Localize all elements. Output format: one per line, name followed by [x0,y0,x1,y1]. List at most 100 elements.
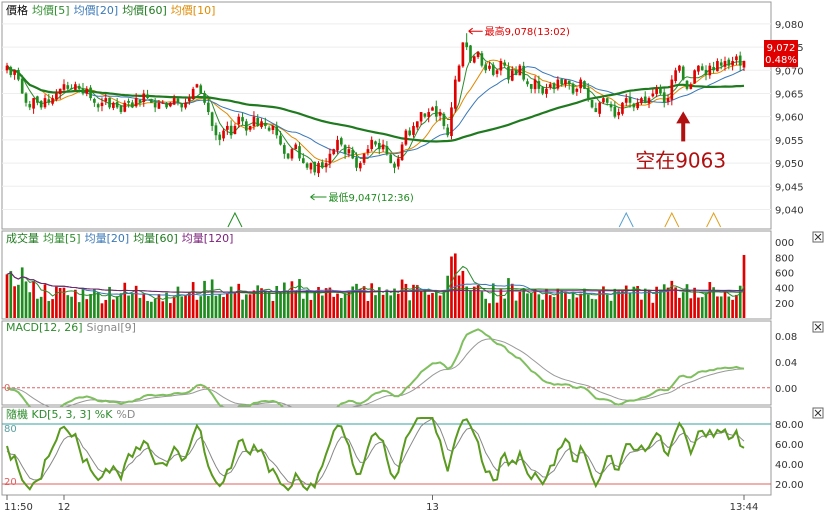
volume-bar [393,288,396,318]
volume-bar [438,295,442,318]
volume-bar [245,294,248,318]
candle [264,117,267,129]
price-signal-marks [227,211,722,228]
volume-bar [275,285,279,318]
volume-bar [545,288,548,318]
volume-bar [123,282,127,318]
volume-bar [738,285,742,318]
legend-item: %D [116,408,135,421]
candle [583,80,586,89]
candle [548,81,552,90]
candle [678,64,681,73]
candle [104,93,108,105]
volume-bar [214,295,218,318]
volume-bar [404,283,408,318]
volume-bar [533,289,537,318]
candle [510,66,514,82]
volume-bar [571,292,575,318]
candle [271,124,275,135]
candle [624,93,628,106]
macd-close-box[interactable] [812,321,824,333]
candle [370,136,374,152]
volume-bar [24,281,28,318]
candle [731,56,734,71]
volume-bar [347,291,351,318]
x-tick-label: 13 [426,502,439,513]
volume-bar [735,294,738,318]
volume-bar [17,284,20,318]
volume-bar [605,294,609,318]
candle [176,97,180,106]
volume-bar [514,300,518,318]
signal-triangle-icon [618,211,634,228]
candle [560,78,563,87]
candle [453,75,457,113]
price-ma-line [6,65,745,159]
candle [457,64,461,83]
arrow-up-icon [676,111,691,124]
candle [150,99,153,103]
candle [495,68,499,78]
candle [294,142,298,150]
candle [681,65,685,81]
price-y-tick: 9,065 [775,89,804,100]
candle [309,162,313,174]
volume-y-tick: 000 [775,238,794,249]
candle [36,95,39,106]
kd-upper-label: 80 [4,424,17,435]
volume-y-tick: 200 [775,299,794,310]
candle [412,122,415,138]
volume-bar [469,290,472,318]
volume-bar [640,299,643,318]
candle [153,98,157,113]
volume-close-box[interactable] [812,231,824,243]
candle [533,75,537,94]
candle [518,64,522,76]
volume-bar [704,293,708,318]
volume-bar [396,293,400,318]
volume-bar [377,287,381,318]
volume-bar [575,297,579,318]
candle [529,83,533,94]
volume-bar [560,290,563,318]
volume-bar [491,283,495,318]
candle [716,58,719,72]
kd-close-box[interactable] [812,407,824,419]
volume-bar [146,300,149,318]
volume-bar [495,302,499,318]
candle [514,66,518,76]
candle [742,60,746,72]
candle [358,161,362,172]
volume-bar [488,303,491,318]
volume-bar [252,290,256,318]
volume-bar [617,291,620,318]
candle [28,100,32,111]
candle [77,83,81,93]
close-icon [814,323,822,331]
volume-bar [256,285,260,318]
candle [662,88,666,108]
volume-bar [389,295,393,318]
candle [685,79,689,91]
volume-bar [427,294,431,318]
candle [138,99,142,107]
volume-bar [522,288,525,318]
volume-bar [336,293,339,318]
volume-bar [229,286,233,318]
candle [415,121,419,131]
volume-bar [632,286,636,318]
price-panel: 9,0809,0759,0709,0659,0609,0559,0509,045… [1,1,804,230]
volume-bar [13,286,16,318]
volume-bar [81,289,85,318]
candle [727,57,731,70]
candle [723,56,727,71]
volume-bar [681,292,685,318]
volume-bar [434,292,438,318]
candle [491,62,495,77]
volume-bar [286,291,290,318]
candle [279,131,282,146]
candle [385,141,389,156]
macd-y-tick: 0.08 [775,332,797,343]
volume-bar [712,287,715,318]
